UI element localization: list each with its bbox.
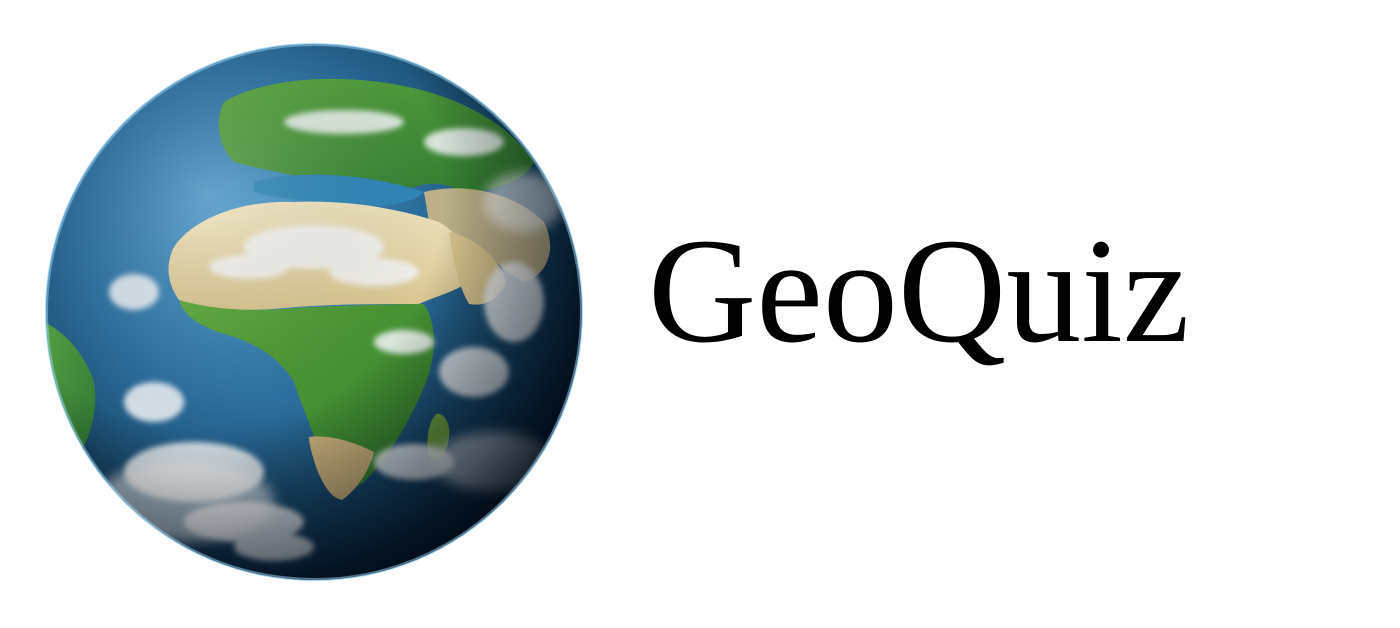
app-title: GeoQuiz	[648, 208, 1190, 374]
earth-globe-icon	[44, 42, 584, 582]
